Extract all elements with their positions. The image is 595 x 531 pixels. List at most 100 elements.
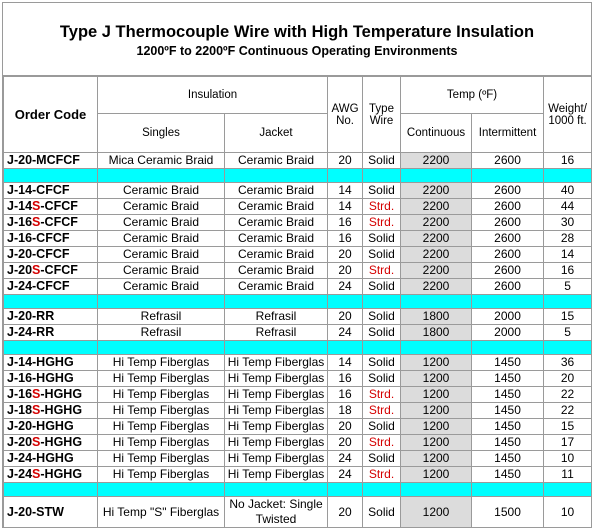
jacket-cell: Hi Temp Fiberglas: [223, 354, 329, 371]
order-code-prefix: J-20: [7, 435, 33, 450]
type-wire-cell: Solid: [362, 308, 402, 325]
singles-cell: Ceramic Braid: [97, 182, 225, 199]
singles-cell: Hi Temp Fiberglas: [97, 386, 225, 403]
jacket-cell: No Jacket: Single Twisted: [223, 496, 329, 528]
order-code-cell: J-14S-CFCF: [3, 198, 98, 215]
stranded-marker: S: [32, 199, 41, 214]
singles-cell: Hi Temp "S" Fiberglas: [97, 496, 225, 528]
jacket-cell: Ceramic Braid: [223, 246, 329, 263]
separator-cell: [362, 340, 402, 355]
singles-cell: Hi Temp Fiberglas: [97, 370, 225, 387]
intermittent-temp-cell: 2600: [471, 182, 545, 199]
table-row: J-24-RR Refrasil Refrasil 24 Solid 1800 2000 5: [3, 324, 593, 341]
awg-cell: 20: [327, 434, 364, 451]
stranded-marker: S: [32, 215, 41, 230]
singles-cell: Hi Temp Fiberglas: [97, 450, 225, 467]
table-row: J-20S-HGHG Hi Temp Fiberglas Hi Temp Fiber…: [3, 434, 593, 451]
table-row: J-14-HGHG Hi Temp Fiberglas Hi Temp Fiberg…: [3, 354, 593, 371]
table-row: J-20-CFCF Ceramic Braid Ceramic Braid 20 Sol…: [3, 246, 593, 263]
intermittent-temp-cell: 2600: [471, 278, 545, 295]
jacket-cell: Ceramic Braid: [223, 182, 329, 199]
continuous-temp-cell: 1200: [400, 450, 473, 467]
separator-cell: [3, 482, 98, 497]
weight-cell: 44: [543, 198, 593, 215]
separator-cell: [362, 168, 402, 183]
order-code-cell: J-14-CFCF: [3, 182, 98, 199]
order-code-cell: J-24S-HGHG: [3, 466, 98, 483]
intermittent-temp-cell: 2600: [471, 152, 545, 169]
order-code-prefix: J-14: [7, 199, 33, 214]
order-code-prefix: J-16-CFCF: [7, 231, 70, 246]
awg-cell: 16: [327, 230, 364, 247]
intermittent-temp-cell: 2000: [471, 308, 545, 325]
header-row-2: Singles Jacket Continuous Intermittent: [4, 113, 592, 153]
type-wire-cell: Solid: [362, 246, 402, 263]
singles-cell: Hi Temp Fiberglas: [97, 402, 225, 419]
type-wire-cell: Strd.: [362, 466, 402, 483]
order-code-prefix: J-20-HGHG: [7, 419, 74, 434]
order-code-cell: J-16-CFCF: [3, 230, 98, 247]
table-row: J-20-STW Hi Temp "S" Fiberglas No Jacket: …: [3, 496, 593, 528]
weight-cell: 16: [543, 262, 593, 279]
separator-cell: [471, 294, 545, 309]
jacket-cell: Ceramic Braid: [223, 198, 329, 215]
jacket-cell: Hi Temp Fiberglas: [223, 434, 329, 451]
separator-cell: [223, 340, 329, 355]
separator-cell: [3, 340, 98, 355]
type-wire-cell: Solid: [362, 152, 402, 169]
separator-cell: [400, 168, 473, 183]
weight-cell: 5: [543, 324, 593, 341]
type-wire-cell: Strd.: [362, 262, 402, 279]
separator-cell: [223, 168, 329, 183]
singles-cell: Hi Temp Fiberglas: [97, 434, 225, 451]
order-code-cell: J-20-STW: [3, 496, 98, 528]
order-code-suffix: -HGHG: [40, 435, 83, 450]
table-row: J-24-HGHG Hi Temp Fiberglas Hi Temp Fiberg…: [3, 450, 593, 467]
jacket-cell: Hi Temp Fiberglas: [223, 450, 329, 467]
table-row: J-16-CFCF Ceramic Braid Ceramic Braid 16 Sol…: [3, 230, 593, 247]
weight-cell: 36: [543, 354, 593, 371]
separator-cell: [97, 340, 225, 355]
stranded-marker: S: [32, 263, 41, 278]
continuous-temp-cell: 1200: [400, 402, 473, 419]
type-wire-header: Type Wire: [362, 76, 402, 153]
jacket-cell: Hi Temp Fiberglas: [223, 370, 329, 387]
order-code-cell: J-20-MCFCF: [3, 152, 98, 169]
table-row: J-20-RR Refrasil Refrasil 20 Solid 1800 2000 15: [3, 308, 593, 325]
table-row: J-14S-CFCF Ceramic Braid Ceramic Braid 14 St…: [3, 198, 593, 215]
jacket-cell: Ceramic Braid: [223, 278, 329, 295]
awg-cell: 16: [327, 214, 364, 231]
page-subtitle: 1200ºF to 2200ºF Continuous Operating En…: [136, 44, 458, 58]
separator-cell: [471, 168, 545, 183]
awg-cell: 20: [327, 308, 364, 325]
intermittent-temp-cell: 1450: [471, 466, 545, 483]
weight-cell: 22: [543, 402, 593, 419]
table-row: J-20S-CFCF Ceramic Braid Ceramic Braid 20 St…: [3, 262, 593, 279]
jacket-cell: Ceramic Braid: [223, 230, 329, 247]
table-row: J-16S-CFCF Ceramic Braid Ceramic Braid 16 St…: [3, 214, 593, 231]
jacket-cell: Ceramic Braid: [223, 262, 329, 279]
table-row: J-16S-HGHG Hi Temp Fiberglas Hi Temp Fiber…: [3, 386, 593, 403]
intermittent-temp-cell: 1450: [471, 386, 545, 403]
group-separator: [3, 168, 593, 183]
order-code-prefix: J-14-HGHG: [7, 355, 74, 370]
singles-cell: Refrasil: [97, 308, 225, 325]
separator-cell: [223, 294, 329, 309]
continuous-temp-cell: 1200: [400, 496, 473, 528]
intermittent-temp-cell: 1450: [471, 370, 545, 387]
type-wire-cell: Solid: [362, 418, 402, 435]
continuous-temp-cell: 1200: [400, 354, 473, 371]
separator-cell: [400, 294, 473, 309]
singles-cell: Refrasil: [97, 324, 225, 341]
order-code-cell: J-20-CFCF: [3, 246, 98, 263]
continuous-temp-cell: 1200: [400, 466, 473, 483]
awg-cell: 24: [327, 324, 364, 341]
singles-cell: Ceramic Braid: [97, 198, 225, 215]
group-separator: [3, 340, 593, 355]
weight-cell: 22: [543, 386, 593, 403]
page-title: Type J Thermocouple Wire with High Tempe…: [59, 23, 535, 41]
separator-cell: [543, 294, 593, 309]
weight-cell: 5: [543, 278, 593, 295]
intermittent-temp-cell: 1450: [471, 450, 545, 467]
order-code-suffix: -CFCF: [40, 263, 78, 278]
